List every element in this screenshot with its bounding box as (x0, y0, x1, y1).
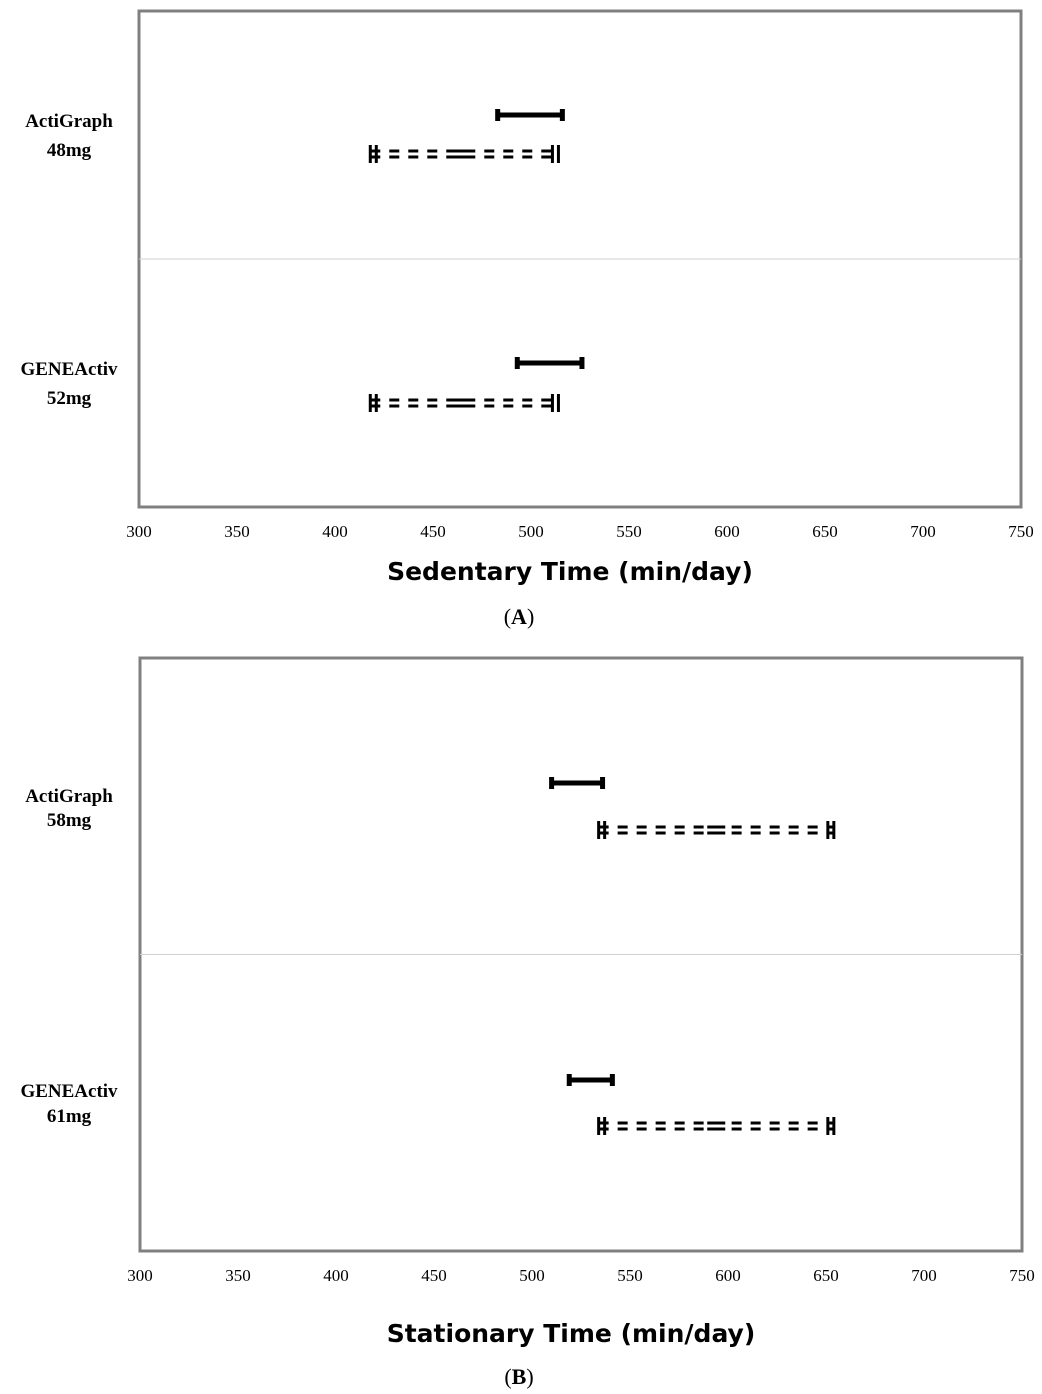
x-tick-label: 600 (715, 1266, 741, 1285)
x-tick-label: 700 (910, 522, 936, 541)
x-tick-label: 550 (616, 522, 642, 541)
category-sublabel: 48mg (47, 140, 92, 161)
x-tick-label: 300 (126, 522, 152, 541)
panel-caption: (B) (504, 1364, 533, 1389)
caption-letter: B (512, 1364, 527, 1389)
caption-paren-open: ( (504, 1364, 511, 1389)
panel-b: 300 350 400 450 500 550 600 650 700 750 Stationary… (0, 648, 1042, 1394)
caption-paren-open: ( (504, 604, 511, 629)
x-tick-label: 600 (714, 522, 740, 541)
x-axis-title: Stationary Time (min/day) (387, 1319, 756, 1348)
category-label: GENEActiv (20, 359, 118, 380)
x-tick-label: 400 (322, 522, 348, 541)
x-tick-label: 450 (421, 1266, 447, 1285)
caption-paren-close: ) (527, 604, 534, 629)
category-sublabel: 61mg (47, 1106, 92, 1127)
x-axis-title: Sedentary Time (min/day) (387, 557, 753, 586)
x-tick-label: 650 (812, 522, 838, 541)
x-tick-label: 350 (224, 522, 250, 541)
x-tick-label: 450 (420, 522, 446, 541)
caption-paren-close: ) (526, 1364, 533, 1389)
caption-letter: A (511, 604, 527, 629)
x-tick-label: 700 (911, 1266, 937, 1285)
x-tick-label: 550 (617, 1266, 643, 1285)
panel-a: 300 350 400 450 500 550 600 650 700 750 Sedentary … (0, 0, 1042, 640)
x-tick-label: 750 (1008, 522, 1034, 541)
chart-panel-a: 300 350 400 450 500 550 600 650 700 750 Sedentary … (20, 9, 1034, 629)
x-tick-label: 500 (518, 522, 544, 541)
x-tick-label: 750 (1009, 1266, 1035, 1285)
chart-panel-b: 300 350 400 450 500 550 600 650 700 750 Stationary… (20, 656, 1035, 1389)
x-tick-label: 400 (323, 1266, 349, 1285)
category-label: ActiGraph (25, 111, 113, 132)
category-label: ActiGraph (25, 786, 113, 807)
panel-caption: (A) (504, 604, 535, 629)
x-tick-label: 650 (813, 1266, 839, 1285)
category-label: GENEActiv (20, 1081, 118, 1102)
category-sublabel: 52mg (47, 388, 92, 409)
x-tick-label: 300 (127, 1266, 153, 1285)
x-tick-label: 500 (519, 1266, 545, 1285)
x-tick-label: 350 (225, 1266, 251, 1285)
category-sublabel: 58mg (47, 810, 92, 831)
